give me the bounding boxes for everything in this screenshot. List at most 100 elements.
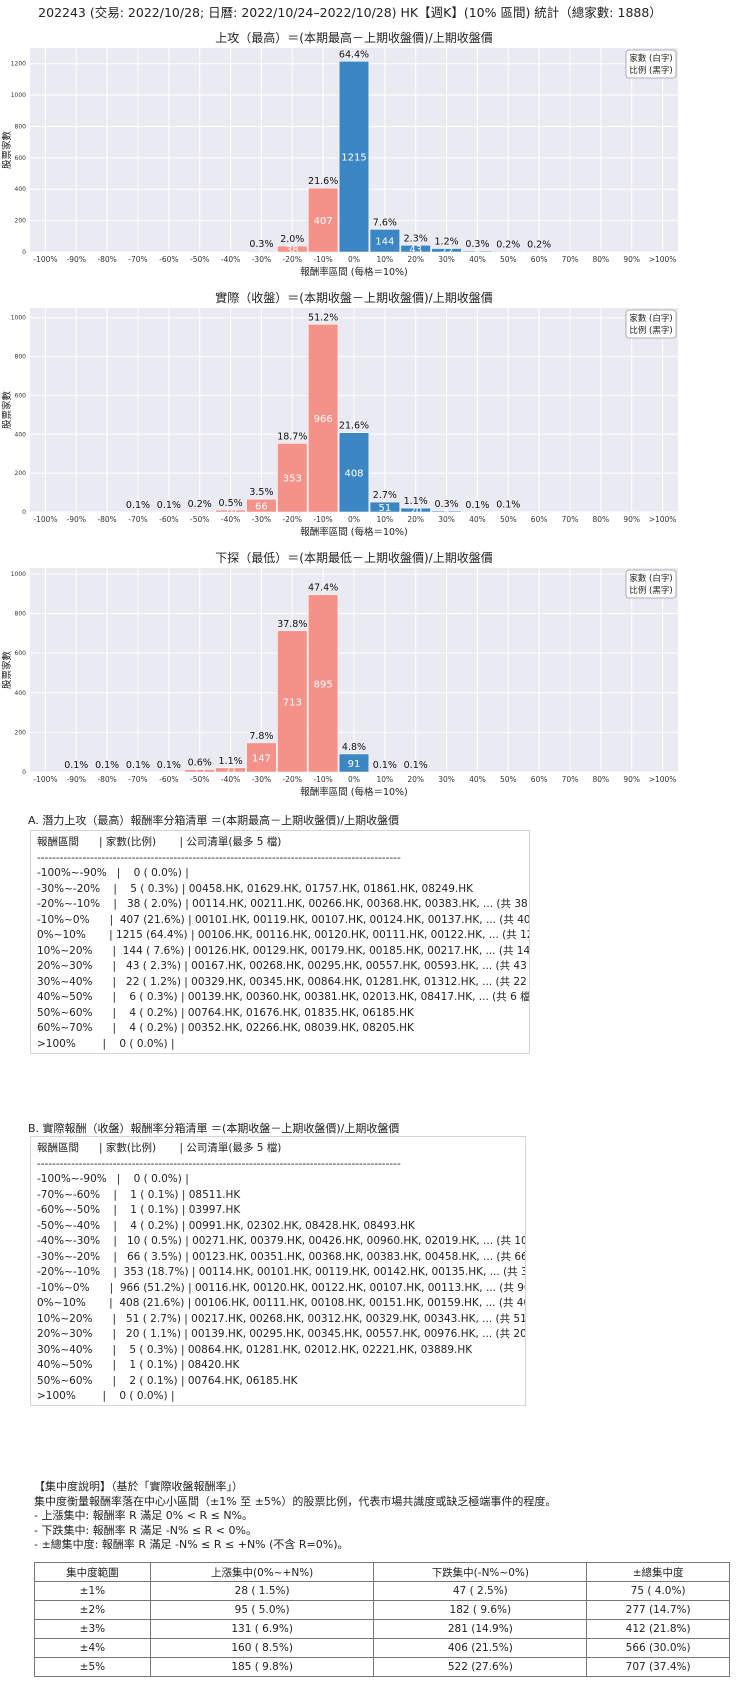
y-tick-label: 400 xyxy=(15,690,27,697)
x-tick-label: 70% xyxy=(562,255,579,264)
bar-count-label: 4 xyxy=(197,508,203,519)
list-line: -50%~-40% | 4 ( 0.2%) | 00991.HK, 02302.… xyxy=(37,1219,415,1232)
list-line: -100%~-90% | 0 ( 0.0%) | xyxy=(37,867,189,879)
y-tick-label: 800 xyxy=(15,354,27,361)
x-tick-label: -100% xyxy=(33,775,57,784)
y-tick-label: 600 xyxy=(15,155,27,162)
bar-percent-label: 7.6% xyxy=(373,217,397,228)
x-tick-label: -20% xyxy=(283,255,302,264)
list-line: 0%~10% | 1215 (64.4%) | 00106.HK, 00116.… xyxy=(37,929,530,941)
table-cell: 707 (37.4%) xyxy=(586,1657,730,1677)
bar-50% xyxy=(493,251,524,253)
list-line: -20%~-10% | 38 ( 2.0%) | 00114.HK, 00211… xyxy=(37,898,530,910)
list-line: 20%~30% | 43 ( 2.3%) | 00167.HK, 00268.H… xyxy=(37,960,530,972)
bar-percent-label: 2.3% xyxy=(404,233,428,244)
x-tick-label: 0% xyxy=(348,775,360,784)
x-tick-label: -40% xyxy=(221,775,240,784)
table-cell: 566 (30.0%) xyxy=(586,1638,730,1658)
bar-count-label: 1 xyxy=(135,768,141,779)
x-tick-label: 70% xyxy=(562,515,579,524)
list-line: -10%~0% | 966 (51.2%) | 00116.HK, 00120.… xyxy=(37,1281,526,1294)
list-line: >100% | 0 ( 0.0%) | xyxy=(37,1390,175,1402)
bar-percent-label: 0.6% xyxy=(188,758,212,769)
legend-entry: 家數 (白字) xyxy=(629,573,672,584)
bar-percent-label: 0.3% xyxy=(435,499,459,510)
x-tick-label: 40% xyxy=(469,775,486,784)
list-line: >100% | 0 ( 0.0%) | xyxy=(37,1037,175,1050)
bar-60% xyxy=(524,251,555,253)
legend-entry: 比例 (黑字) xyxy=(629,325,672,336)
bar-count-label: 91 xyxy=(348,759,361,770)
bar--10% xyxy=(308,187,339,253)
chart-title: 下探（最低）＝(本期最低－上期收盤價)/上期收盤價 xyxy=(215,551,492,565)
table-row: ±2% 95 ( 5.0%) 182 ( 9.6%) 277 (14.7%) xyxy=(34,1600,730,1620)
x-axis-label: 報酬率區間 (每格＝10%) xyxy=(300,786,408,798)
bar--40% xyxy=(215,509,246,513)
bar-percent-label: 18.7% xyxy=(277,431,307,442)
x-tick-label: 70% xyxy=(562,775,579,784)
bar-count-label: 38 xyxy=(286,245,299,256)
column-header: ±總集中度 xyxy=(586,1562,730,1582)
list-line: 40%~50% | 1 ( 0.1%) | 08420.HK xyxy=(37,1359,240,1371)
concentration-note-line: - 下跌集中: 報酬率 R 滿足 -N% ≤ R < 0%。 xyxy=(34,1523,257,1537)
x-tick-label: -60% xyxy=(159,255,178,264)
x-tick-label: -70% xyxy=(128,255,147,264)
table-row: ±4% 160 ( 8.5%) 406 (21.5%) 566 (30.0%) xyxy=(34,1638,730,1658)
table-row: ±1% 28 ( 1.5%) 47 ( 2.5%) 75 ( 4.0%) xyxy=(34,1581,730,1601)
x-tick-label: -20% xyxy=(283,775,302,784)
list-line: 10%~20% | 51 ( 2.7%) | 00217.HK, 00268.H… xyxy=(37,1312,526,1325)
y-tick-label: 800 xyxy=(15,611,27,618)
bar-count-label: 1 xyxy=(104,768,110,779)
list-line: 30%~40% | 22 ( 1.2%) | 00329.HK, 00345.H… xyxy=(37,975,530,988)
x-tick-label: 50% xyxy=(500,775,517,784)
concentration-note-line: 集中度衡量報酬率落在中心小區間（±1% 至 ±5%）的股票比例，代表市場共識度或… xyxy=(34,1494,557,1508)
bar--40% xyxy=(215,767,246,773)
x-tick-label: -30% xyxy=(252,515,271,524)
table-cell: 281 (14.9%) xyxy=(373,1619,588,1639)
bar-percent-label: 0.1% xyxy=(157,760,181,771)
bar-count-label: 353 xyxy=(283,474,302,485)
x-tick-label: 50% xyxy=(500,515,517,524)
table-cell: 185 ( 9.8%) xyxy=(149,1657,375,1677)
table-cell: ±2% xyxy=(34,1600,151,1620)
bar-count-label: 43 xyxy=(409,245,422,256)
list-line: -40%~-30% | 10 ( 0.5%) | 00271.HK, 00379… xyxy=(37,1235,526,1247)
x-tick-label: -60% xyxy=(159,515,178,524)
bar-percent-label: 0.2% xyxy=(527,239,551,250)
bar-count-label: 10 xyxy=(224,507,237,518)
bar-percent-label: 0.3% xyxy=(465,239,489,250)
y-axis-label: 股票家數 xyxy=(1,131,13,170)
list-line: -60%~-50% | 1 ( 0.1%) | 03997.HK xyxy=(37,1204,241,1216)
x-axis-label: 報酬率區間 (每格＝10%) xyxy=(300,526,408,538)
bar--10% xyxy=(308,324,339,513)
bar--30% xyxy=(246,498,277,513)
x-tick-label: -20% xyxy=(283,515,302,524)
bar-percent-label: 2.7% xyxy=(373,490,397,501)
bar-percent-label: 0.1% xyxy=(404,760,428,771)
list-line: 60%~70% | 4 ( 0.2%) | 00352.HK, 02266.HK… xyxy=(37,1022,414,1034)
bar--10% xyxy=(308,594,339,773)
bar-count-label: 966 xyxy=(314,414,333,425)
page-title: 202243 (交易: 2022/10/28; 日曆: 2022/10/24–2… xyxy=(38,5,662,20)
section-a-heading: A. 潛力上攻（最高）報酬率分箱清單 ＝(本期最高－上期收盤價)/上期收盤價 xyxy=(28,814,400,827)
x-tick-label: -100% xyxy=(33,255,57,264)
x-tick-label: -10% xyxy=(313,775,332,784)
bar-count-label: 5 xyxy=(443,508,449,519)
x-tick-label: 10% xyxy=(377,255,394,264)
bar-count-label: 1 xyxy=(166,508,172,519)
x-tick-label: -30% xyxy=(252,255,271,264)
table-cell: 131 ( 6.9%) xyxy=(149,1619,375,1639)
x-tick-label: 50% xyxy=(500,255,517,264)
x-tick-label: >100% xyxy=(649,515,677,524)
y-tick-label: 200 xyxy=(15,470,27,477)
bar-30% xyxy=(431,510,462,513)
bar-count-label: 1 xyxy=(135,508,141,519)
bar-count-label: 713 xyxy=(283,697,302,708)
bar--30% xyxy=(246,250,277,253)
bar-percent-label: 4.8% xyxy=(342,742,366,753)
bar-count-label: 2 xyxy=(505,508,511,519)
list-line: 0%~10% | 408 (21.6%) | 00106.HK, 00111.H… xyxy=(37,1297,526,1309)
bar-percent-label: 2.0% xyxy=(280,234,304,245)
table-cell: 412 (21.8%) xyxy=(586,1619,730,1639)
x-tick-label: -70% xyxy=(128,515,147,524)
